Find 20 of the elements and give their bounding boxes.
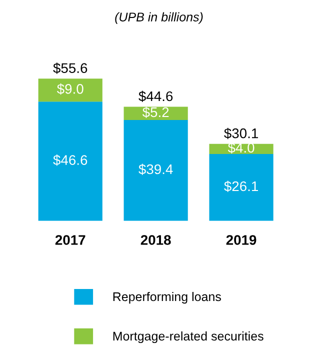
bar [38,102,102,221]
data-label: $46.6 [53,154,88,166]
total-label: $55.6 [53,62,88,74]
x-tick-label: 2017 [55,235,86,245]
bar [124,120,188,221]
data-label: $5.2 [142,106,169,118]
legend-label: Mortgage-related securities [113,331,264,344]
chart-title: (UPB in billions) [115,12,203,24]
data-label: $26.1 [224,180,258,192]
total-label: $44.6 [138,90,173,102]
data-label: $39.4 [138,164,173,175]
bar [124,106,188,120]
bar [209,154,274,221]
x-tick-label: 2018 [140,235,171,245]
x-tick-label: 2019 [226,235,256,245]
data-label: $9.0 [56,83,84,95]
legend-label: Reperforming loans [113,292,221,304]
total-label: $30.1 [224,128,258,140]
data-label: $4.0 [228,142,254,154]
bar [38,78,102,102]
